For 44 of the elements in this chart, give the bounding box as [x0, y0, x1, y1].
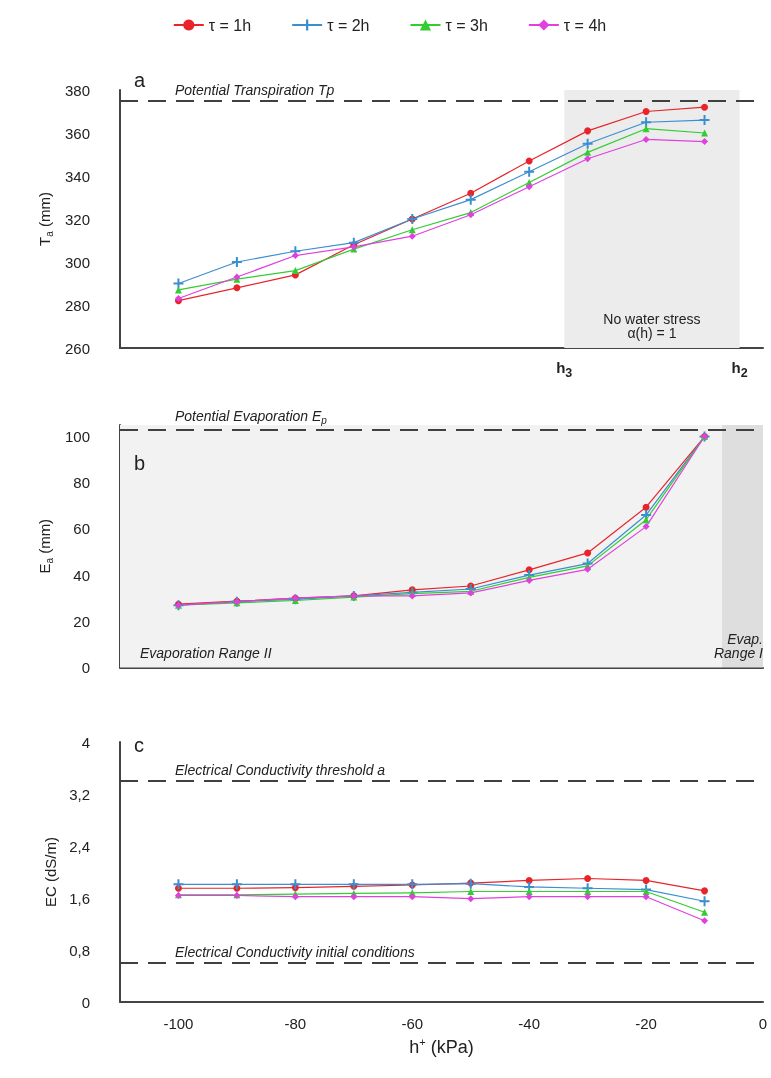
x-axis-title: h+ (kPa): [409, 1035, 474, 1057]
band-label: No water stress α(h) = 1: [603, 311, 701, 341]
y-tick-label: 300: [64, 253, 90, 271]
y-axis-title: Ea (mm): [35, 518, 55, 574]
y-tick-label: 80: [73, 474, 90, 492]
x-tick-label: -80: [284, 1015, 307, 1032]
y-tick-label: 20: [73, 612, 90, 630]
x-tick-label: -20: [635, 1015, 657, 1032]
y-tick-label: 340: [64, 167, 90, 185]
band-label: Evap. Range I: [713, 630, 764, 661]
band-label: Evaporation Range II: [140, 644, 272, 661]
legend-label: τ = 2h: [327, 16, 370, 34]
text: h$_{3}$: [555, 358, 574, 382]
y-axis-title: EC (dS/m): [42, 836, 60, 908]
y-axis-title: Ta (mm): [35, 192, 55, 246]
legend-label: τ = 1h: [208, 16, 252, 34]
ref-line-label: Electrical Conductivity threshold a: [175, 762, 386, 778]
y-tick-label: 3,2: [69, 785, 90, 803]
y-tick-label: 40: [73, 566, 90, 584]
y-tick-label: 2,4: [69, 837, 90, 855]
ref-line-label: Potential Transpiration Tp: [175, 81, 335, 98]
y-tick-label: 280: [64, 296, 90, 314]
legend-label: τ = 3h: [445, 16, 488, 34]
text: h$_{2}$: [730, 358, 749, 382]
y-tick-label: 380: [64, 81, 90, 99]
y-tick-label: 260: [64, 339, 90, 357]
y-tick-label: 0: [81, 659, 90, 676]
annotation: b: [134, 452, 146, 474]
annotation: a: [134, 69, 146, 91]
y-tick-label: 360: [64, 124, 90, 142]
annotation: c: [134, 734, 144, 756]
x-tick-label: -100: [163, 1015, 194, 1032]
y-tick-label: 0,8: [69, 941, 90, 959]
x-tick-label: -40: [518, 1015, 541, 1032]
y-tick-label: 4: [81, 733, 90, 751]
y-tick-label: 320: [64, 210, 90, 228]
y-tick-label: 0: [81, 993, 90, 1011]
ref-line-label: Electrical Conductivity initial conditions: [175, 944, 415, 960]
legend-label: τ = 4h: [563, 16, 607, 34]
y-tick-label: 1,6: [69, 889, 90, 907]
y-tick-label: 60: [73, 520, 90, 538]
y-tick-label: 100: [64, 428, 90, 446]
x-tick-label: 0: [758, 1015, 768, 1032]
x-tick-label: -60: [401, 1015, 424, 1032]
